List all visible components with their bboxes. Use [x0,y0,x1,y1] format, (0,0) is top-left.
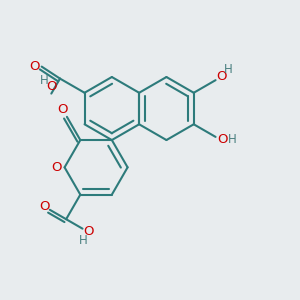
Text: O: O [83,226,94,238]
Text: O: O [39,200,49,213]
Text: O: O [29,60,40,73]
Text: O: O [216,70,227,83]
Text: H: H [79,234,88,247]
Text: O: O [46,80,57,93]
Text: H: H [228,133,236,146]
Text: H: H [224,63,233,76]
Text: O: O [217,133,227,146]
Text: O: O [58,103,68,116]
Text: H: H [40,74,48,88]
Text: O: O [51,161,62,174]
